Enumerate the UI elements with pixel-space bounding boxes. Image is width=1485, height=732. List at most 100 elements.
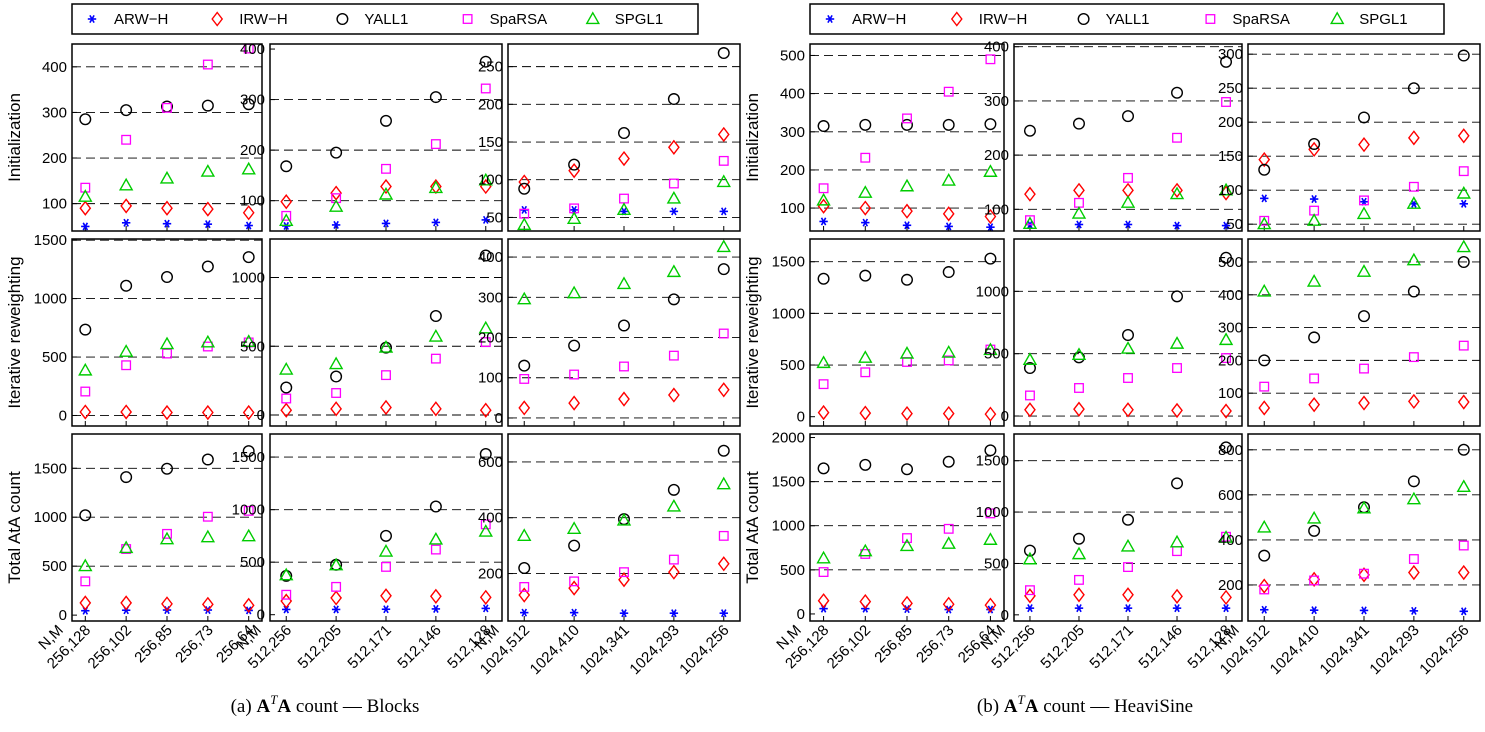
y-tick-label: 100 [1218, 182, 1243, 199]
point-yall1 [984, 444, 997, 457]
captions: (a) ATA count — Blocks (b) ATA count — He… [231, 692, 1194, 717]
point-irw-h [1407, 393, 1420, 410]
point-sparsa [1408, 181, 1419, 192]
point-spgl1 [666, 264, 682, 278]
point-irw-h [1220, 589, 1232, 606]
point-yall1 [717, 263, 730, 276]
y-tick-label: 500 [984, 346, 1009, 363]
point-arw-h [1459, 199, 1468, 208]
point-yall1 [1258, 163, 1271, 176]
point-irw-h [161, 200, 173, 216]
point-arw-h [1221, 221, 1231, 230]
x-tick-label: 512,146 [394, 622, 444, 672]
point-yall1 [79, 113, 92, 126]
point-irw-h [1407, 564, 1420, 581]
point-irw-h [161, 596, 173, 612]
y-tick-label: 300 [240, 92, 265, 109]
point-yall1 [901, 273, 914, 286]
point-spgl1 [1022, 352, 1038, 366]
point-sparsa [668, 178, 679, 189]
point-spgl1 [1071, 546, 1087, 560]
y-tick-label: 100 [780, 200, 805, 217]
point-spgl1 [666, 190, 682, 204]
legend-marker-sparsa [1205, 14, 1216, 24]
panel-frame [507, 238, 741, 427]
point-spgl1 [566, 521, 582, 534]
point-irw-h [901, 595, 913, 612]
point-sparsa [1359, 195, 1369, 206]
point-yall1 [1121, 110, 1134, 123]
point-arw-h [944, 222, 953, 231]
point-irw-h [717, 126, 730, 143]
point-spgl1 [1169, 336, 1185, 349]
y-tick-label: 50 [486, 209, 503, 226]
y-tick-label: 0 [1001, 408, 1009, 425]
point-spgl1 [118, 540, 134, 554]
point-yall1 [280, 569, 293, 582]
point-irw-h [242, 404, 255, 421]
point-sparsa [619, 567, 629, 578]
x-tick-label: 256,85 [871, 622, 915, 666]
point-yall1 [942, 455, 955, 468]
point-yall1 [242, 251, 255, 264]
point-yall1 [242, 445, 255, 458]
point-irw-h [380, 178, 392, 195]
point-spgl1 [428, 180, 444, 194]
point-irw-h [330, 185, 343, 201]
point-sparsa [1408, 554, 1419, 564]
point-arw-h [282, 605, 291, 614]
panel-frame [1247, 43, 1481, 232]
point-yall1 [1258, 354, 1271, 367]
point-spgl1 [1218, 332, 1234, 346]
panel-heavisine-iterative-reweighting-2: 0 500 1000 [976, 238, 1243, 427]
point-yall1 [618, 319, 631, 332]
point-yall1 [942, 266, 955, 279]
panel-heavisine-total-ata-count-2: 050010001500512,256512,205512,171512,146… [976, 433, 1243, 672]
y-tick-label: 400 [780, 86, 805, 103]
point-sparsa [569, 369, 580, 380]
point-arw-h [1221, 604, 1231, 613]
point-arw-h [1260, 194, 1269, 203]
y-tick-label: 500 [1218, 254, 1243, 271]
y-tick-label: 500 [42, 349, 67, 366]
y-tick-label: 300 [984, 93, 1009, 110]
point-irw-h [1457, 564, 1470, 581]
y-tick-label: 100 [42, 196, 67, 213]
point-sparsa [943, 355, 954, 366]
point-irw-h [479, 402, 492, 418]
point-spgl1 [517, 528, 532, 541]
point-spgl1 [328, 557, 344, 571]
legend-label-spgl1: SPGL1 [615, 11, 663, 28]
y-tick-label: 800 [1218, 442, 1243, 459]
point-arw-h [203, 220, 213, 229]
point-sparsa [1359, 568, 1369, 579]
point-spgl1 [941, 536, 956, 549]
point-yall1 [1072, 117, 1085, 130]
point-irw-h [1171, 402, 1183, 419]
point-spgl1 [1071, 206, 1087, 219]
point-yall1 [160, 462, 173, 475]
point-yall1 [1220, 251, 1233, 264]
point-yall1 [817, 462, 830, 475]
x-tick-label: 1024,341 [577, 622, 633, 678]
y-tick-label: 400 [984, 39, 1009, 56]
legend-label-yall1: YALL1 [1106, 11, 1150, 28]
point-yall1 [1357, 310, 1370, 323]
point-sparsa [1458, 340, 1469, 351]
point-arw-h [1409, 606, 1419, 615]
point-sparsa [668, 350, 679, 361]
point-sparsa [1123, 172, 1133, 183]
point-arw-h [1172, 221, 1182, 230]
point-spgl1 [616, 202, 632, 215]
point-irw-h [1358, 136, 1370, 153]
point-yall1 [479, 447, 492, 460]
point-spgl1 [1071, 347, 1087, 361]
point-sparsa [162, 348, 172, 359]
point-yall1 [1220, 55, 1233, 68]
y-tick-label: 1000 [772, 305, 805, 322]
point-irw-h [518, 400, 531, 416]
point-yall1 [79, 509, 92, 522]
point-spgl1 [1257, 216, 1272, 230]
point-sparsa [1359, 363, 1369, 374]
point-spgl1 [279, 362, 294, 375]
